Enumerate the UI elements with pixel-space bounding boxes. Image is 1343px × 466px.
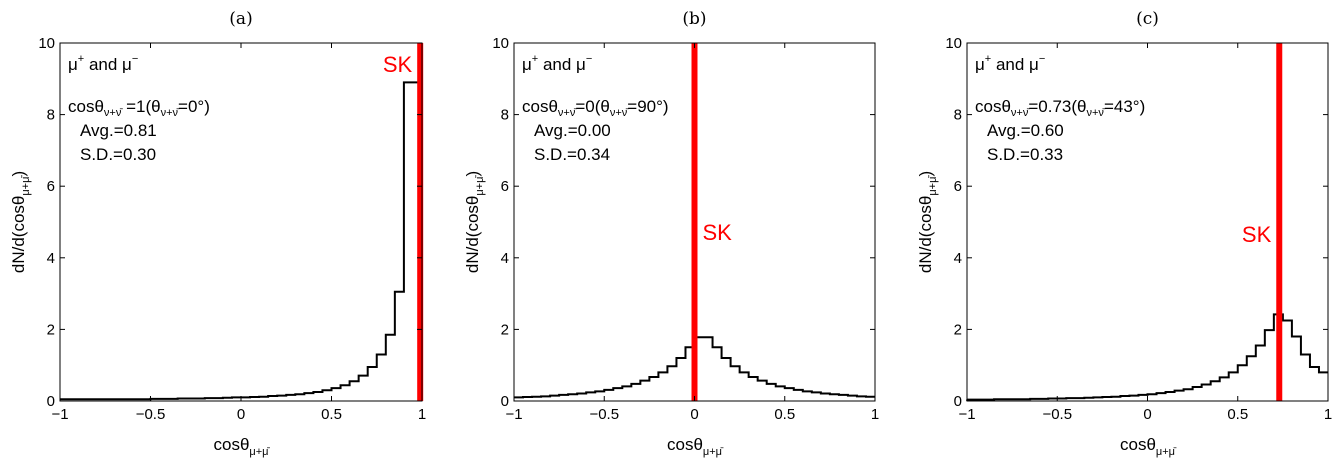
panel-letter: (b) (682, 9, 706, 29)
x-tick-label: 1 (871, 406, 879, 423)
x-tick-label: 0.5 (774, 406, 795, 423)
x-axis-label: cosθμ+μ̄ (1120, 435, 1177, 458)
annotation-avg: Avg.=0.60 (987, 121, 1064, 140)
sk-label: SK (703, 220, 733, 245)
y-tick-label: 6 (501, 178, 509, 195)
panel-letter: (c) (1136, 9, 1159, 29)
x-axis-label: cosθμ+μ̄ (213, 435, 270, 458)
sk-label: SK (1242, 222, 1272, 247)
x-tick-label: −0.5 (589, 406, 619, 423)
histogram-series (966, 313, 1328, 401)
y-tick-label: 2 (47, 321, 55, 338)
legend-text: μ+ and μ− (522, 53, 592, 74)
y-tick-label: 4 (501, 250, 509, 267)
y-tick-label: 10 (38, 35, 55, 52)
x-tick-label: 0.5 (1227, 406, 1248, 423)
y-tick-label: 10 (492, 35, 509, 52)
chart-panel-1: (a)−1 −0.5 0 0.5 10246810cosθμ+μ̄dN/d(cosθμ+… (9, 9, 426, 458)
axes-frame (59, 42, 423, 402)
x-tick-label: 0 (690, 406, 698, 423)
y-axis-label: dN/d(cosθμ+μ̄) (463, 171, 486, 273)
y-tick-label: 8 (47, 107, 55, 124)
annotation-sd: S.D.=0.34 (534, 145, 610, 164)
y-tick-label: 2 (954, 321, 962, 338)
x-tick-label: −1 (51, 406, 68, 423)
annotation-cos: cosθν+ν̄=0(θν+ν̄=90°) (522, 97, 669, 119)
annotation-sd: S.D.=0.33 (987, 145, 1063, 164)
chart-panel-2: (b)−1 −0.5 0 0.5 10246810cosθμ+μ̄dN/d(cosθμ+… (463, 9, 879, 458)
y-tick-label: 6 (954, 178, 962, 195)
x-tick-label: 0 (237, 406, 245, 423)
y-tick-label: 8 (954, 107, 962, 124)
y-tick-label: 10 (945, 35, 962, 52)
y-tick-label: 4 (47, 250, 55, 267)
y-axis-label: dN/d(cosθμ+μ̄) (9, 171, 32, 273)
annotation-sd: S.D.=0.30 (80, 145, 156, 164)
legend-text: μ+ and μ− (68, 53, 138, 74)
y-tick-label: 0 (47, 393, 55, 410)
x-tick-label: 1 (1324, 406, 1332, 423)
x-tick-label: −1 (958, 406, 975, 423)
y-tick-label: 4 (954, 250, 962, 267)
y-tick-label: 6 (47, 178, 55, 195)
y-tick-label: 8 (501, 107, 509, 124)
y-tick-label: 0 (954, 393, 962, 410)
y-axis-label: dN/d(cosθμ+μ̄) (916, 171, 939, 273)
x-tick-label: −0.5 (1042, 406, 1072, 423)
annotation-avg: Avg.=0.81 (80, 121, 157, 140)
sk-label: SK (383, 52, 413, 77)
y-tick-label: 2 (501, 321, 509, 338)
axes-frame (966, 42, 1329, 402)
x-axis-label: cosθμ+μ̄ (667, 435, 724, 458)
x-tick-label: −0.5 (136, 406, 166, 423)
x-tick-label: 1 (418, 406, 426, 423)
y-tick-label: 0 (501, 393, 509, 410)
legend-text: μ+ and μ− (975, 53, 1045, 74)
chart-panel-3: (c)−1 −0.5 0 0.5 10246810cosθμ+μ̄dN/d(cosθμ+… (916, 9, 1332, 458)
x-tick-label: 0.5 (321, 406, 342, 423)
x-tick-label: −1 (505, 406, 522, 423)
annotation-cos: cosθν+ν̄=0.73(θν+ν̄=43°) (975, 97, 1145, 119)
panel-letter: (a) (229, 9, 252, 29)
x-tick-label: 0 (1143, 406, 1151, 423)
annotation-cos: cosθν+ν̄ =1(θν+ν̄=0°) (68, 97, 210, 119)
annotation-avg: Avg.=0.00 (534, 121, 611, 140)
